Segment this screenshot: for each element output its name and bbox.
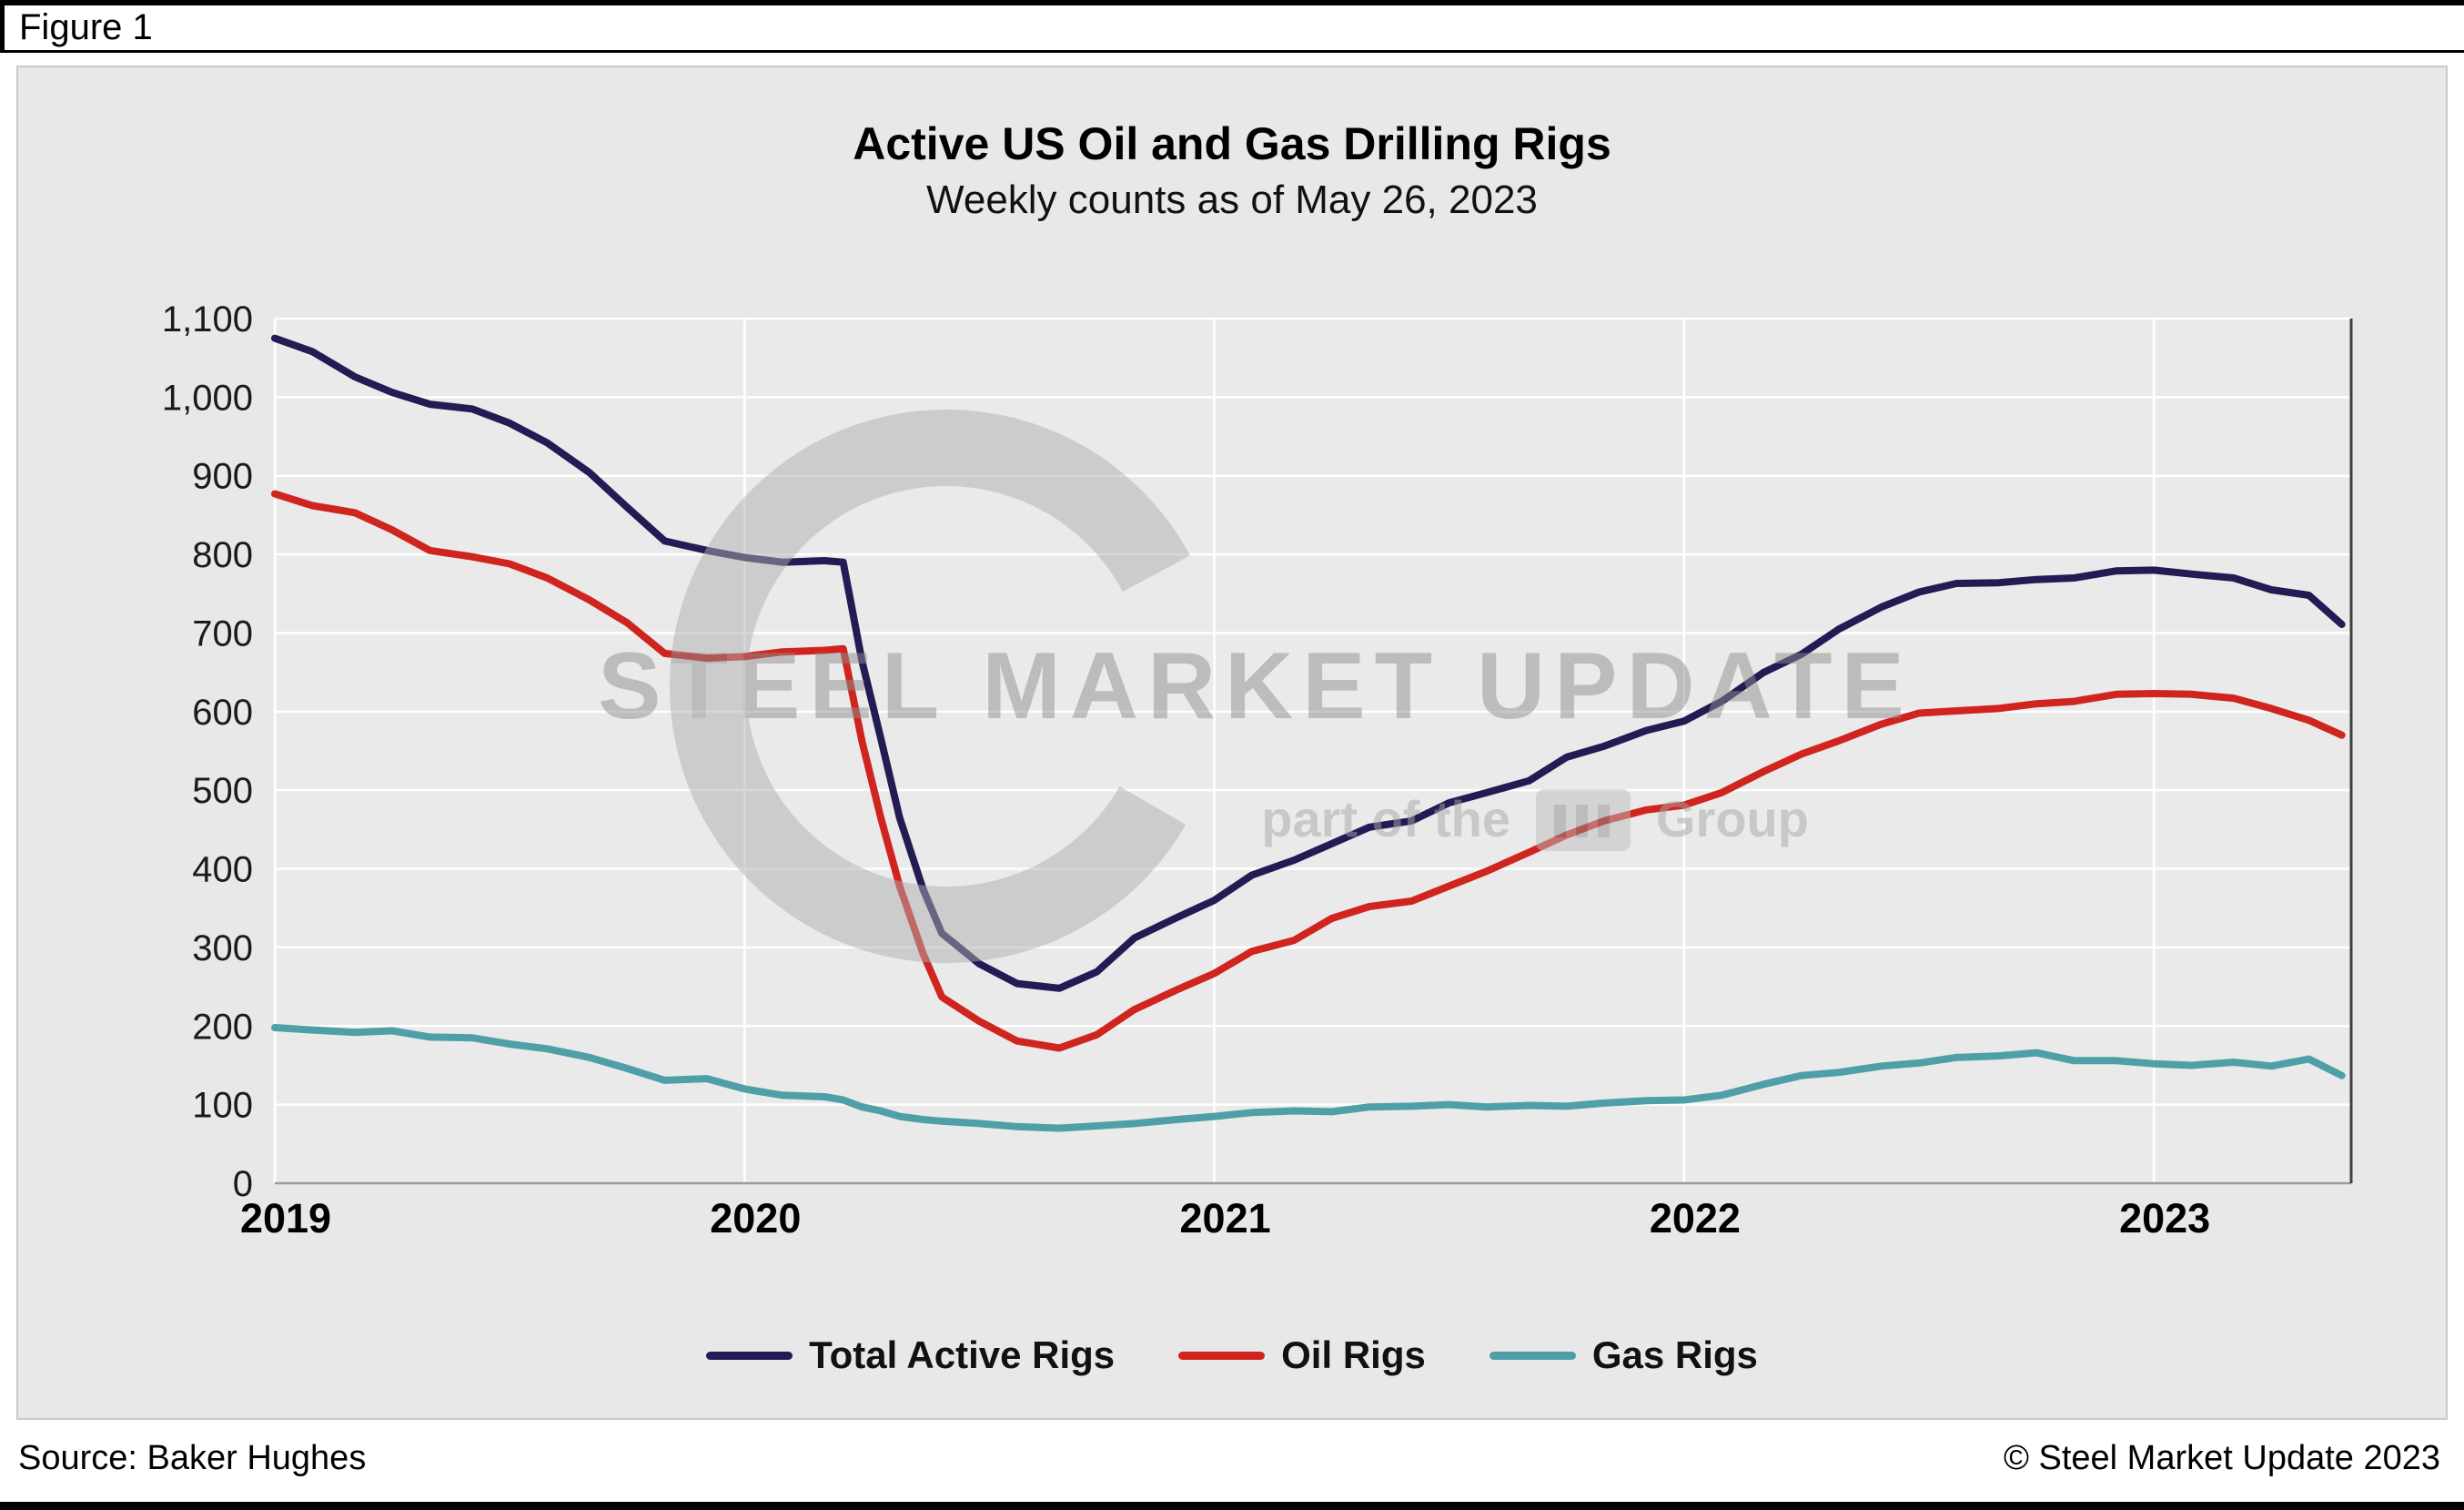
legend-item-total-active-rigs: Total Active Rigs [706, 1333, 1115, 1377]
x-tick-label: 2019 [240, 1195, 331, 1241]
bottom-border-bar [0, 1502, 2464, 1510]
figure-label-bar: Figure 1 [0, 0, 2464, 53]
y-tick-label: 1,100 [162, 299, 253, 339]
copyright-note: © Steel Market Update 2023 [2003, 1438, 2440, 1477]
page-footer: Source: Baker Hughes © Steel Market Upda… [0, 1434, 2464, 1482]
figure-label: Figure 1 [19, 7, 153, 47]
y-tick-label: 200 [192, 1007, 253, 1047]
legend-swatch-total-active-rigs [706, 1351, 793, 1360]
y-tick-label: 300 [192, 928, 253, 968]
x-tick-label: 2023 [2119, 1195, 2210, 1241]
y-tick-label: 600 [192, 693, 253, 733]
legend-swatch-oil-rigs [1178, 1351, 1266, 1360]
series-line-gas-rigs [271, 1024, 2346, 1132]
y-tick-label: 1,000 [162, 378, 253, 418]
y-tick-label: 400 [192, 850, 253, 890]
y-tick-label: 100 [192, 1086, 253, 1126]
x-tick-label: 2022 [1650, 1195, 1741, 1241]
series-line-oil-rigs [271, 490, 2346, 1052]
legend-item-gas-rigs: Gas Rigs [1489, 1333, 1758, 1377]
source-note: Source: Baker Hughes [18, 1438, 367, 1477]
series-line-total-active-rigs [271, 334, 2346, 992]
x-tick-label: 2020 [710, 1195, 801, 1241]
y-tick-label: 900 [192, 457, 253, 497]
chart-canvas: 0 100 200 300 400 500 600 700 800 900 1,000 1,100 20… [162, 299, 2353, 1241]
legend-label-oil-rigs: Oil Rigs [1281, 1333, 1426, 1376]
y-tick-label: 0 [233, 1164, 253, 1204]
chart-subtitle: Weekly counts as of May 26, 2023 [926, 177, 1538, 222]
chart-panel: Active US Oil and Gas Drilling Rigs Week… [16, 66, 2448, 1420]
chart-title: Active US Oil and Gas Drilling Rigs [853, 118, 1611, 169]
x-tick-label: 2021 [1180, 1195, 1271, 1241]
y-tick-label: 500 [192, 771, 253, 811]
y-tick-label: 800 [192, 535, 253, 575]
y-tick-label: 700 [192, 613, 253, 654]
legend-label-total-active-rigs: Total Active Rigs [809, 1333, 1116, 1376]
plot-area [275, 319, 2351, 1183]
legend-item-oil-rigs: Oil Rigs [1178, 1333, 1426, 1377]
legend: Total Active Rigs Oil Rigs Gas Rigs [18, 1333, 2446, 1377]
legend-swatch-gas-rigs [1489, 1351, 1576, 1360]
legend-label-gas-rigs: Gas Rigs [1591, 1333, 1758, 1376]
